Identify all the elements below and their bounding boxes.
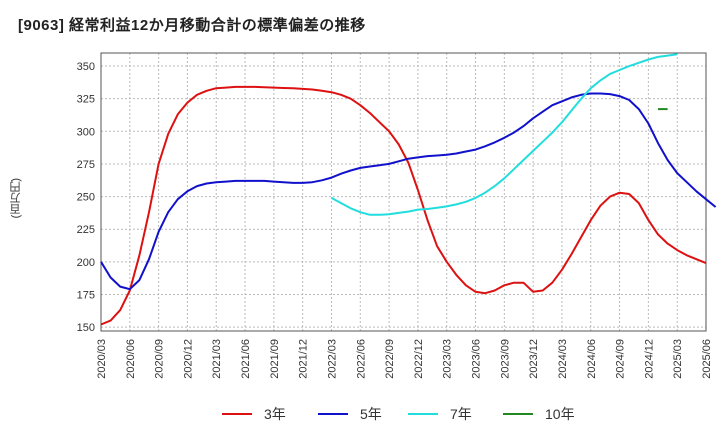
y-tick-label: 200	[77, 257, 95, 269]
legend-label: 7年	[450, 406, 472, 422]
series-line	[100, 92, 717, 291]
legend-label: 10年	[545, 406, 575, 422]
x-tick-label: 2023/03	[442, 339, 454, 379]
x-tick-label: 2025/06	[701, 339, 713, 379]
x-tick-label: 2024/09	[615, 339, 627, 379]
y-tick-label: 300	[77, 126, 95, 138]
plot-frame	[100, 52, 707, 332]
x-tick-label: 2023/06	[471, 339, 483, 379]
x-tick-label: 2020/03	[96, 339, 108, 379]
chart-title: [9063] 経常利益12か月移動合計の標準偏差の推移	[18, 17, 366, 34]
x-tick-label: 2020/09	[154, 339, 166, 379]
x-tick-label: 2022/12	[413, 339, 425, 379]
x-tick-label: 2023/12	[528, 339, 540, 379]
x-tick-label: 2022/06	[355, 339, 367, 379]
x-tick-label: 2021/03	[211, 339, 223, 379]
x-tick-label: 2024/03	[557, 339, 569, 379]
x-tick-label: 2020/06	[125, 339, 137, 379]
x-tick-label: 2021/06	[240, 339, 252, 379]
plot-area	[101, 53, 706, 331]
x-tick-label: 2024/06	[586, 339, 598, 379]
legend-label: 3年	[264, 406, 286, 422]
series-line	[331, 53, 678, 216]
x-tick-label: 2024/12	[643, 339, 655, 379]
x-tick-label: 2025/03	[672, 339, 684, 379]
x-tick-label: 2023/09	[499, 339, 511, 379]
x-tick-label: 2020/12	[182, 339, 194, 379]
y-tick-label: 325	[77, 94, 95, 106]
y-tick-label: 275	[77, 159, 95, 171]
x-tick-label: 2022/03	[326, 339, 338, 379]
legend-label: 5年	[360, 406, 382, 422]
y-tick-label: 175	[77, 289, 95, 301]
series-line	[100, 85, 707, 326]
y-tick-label: 250	[77, 192, 95, 204]
x-tick-label: 2022/09	[384, 339, 396, 379]
y-tick-label: 225	[77, 224, 95, 236]
y-tick-label: 150	[77, 322, 95, 334]
x-tick-label: 2021/12	[298, 339, 310, 379]
y-tick-label: 350	[77, 61, 95, 73]
x-tick-label: 2021/09	[269, 339, 281, 379]
